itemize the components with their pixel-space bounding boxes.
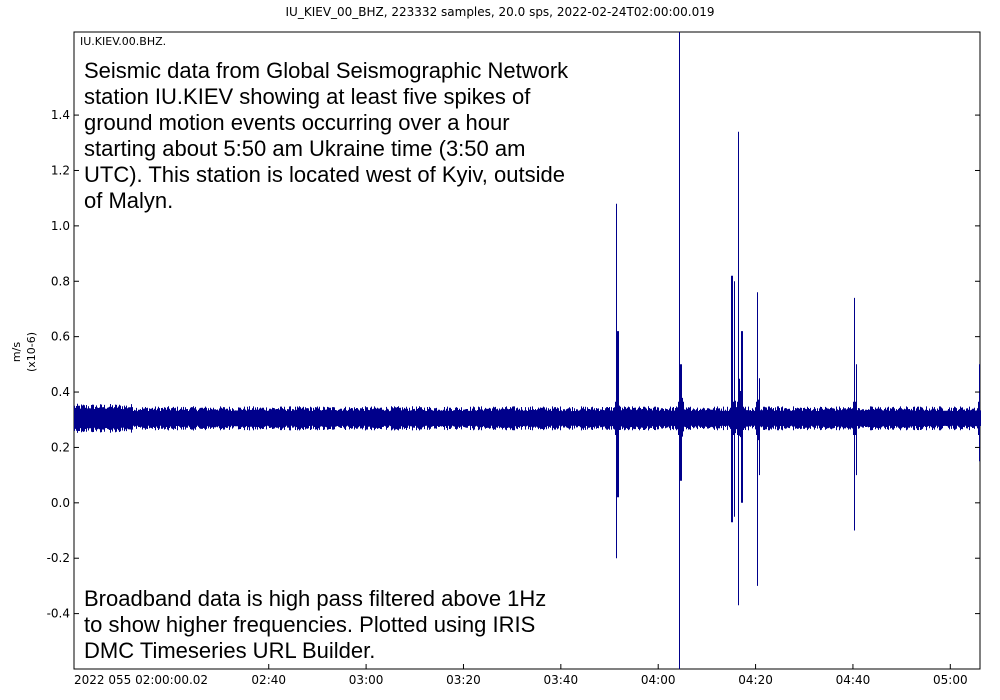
- y-tick-label: 0.4: [51, 385, 70, 399]
- y-tick-label: 1.4: [51, 108, 70, 122]
- y-axis-unit-label: (x10-6): [25, 332, 38, 372]
- y-tick-label: -0.2: [47, 551, 70, 565]
- chart-title: IU_KIEV_00_BHZ, 223332 samples, 20.0 sps…: [286, 5, 715, 19]
- x-tick-label: 2022 055 02:00:00.02: [74, 673, 208, 687]
- y-tick-label: 0.6: [51, 330, 70, 344]
- x-tick-label: 03:20: [446, 673, 481, 687]
- x-tick-label: 03:00: [349, 673, 384, 687]
- x-tick-label: 02:40: [251, 673, 286, 687]
- plot-frame: [73, 31, 981, 670]
- y-tick-label: 0.2: [51, 440, 70, 454]
- x-axis: 2022 055 02:00:00.02 02:40 03:00 03:20 03:40…: [73, 664, 968, 687]
- x-tick-label: 04:00: [641, 673, 676, 687]
- y-axis-label: m/s: [10, 342, 23, 362]
- station-label: IU.KIEV.00.BHZ.: [80, 35, 166, 48]
- y-axis: -0.4 -0.2 0.0 0.2 0.4 0.6 0.8 1.0 1.2 1.4: [47, 108, 980, 621]
- y-tick-label: 0.0: [51, 496, 70, 510]
- y-tick-label: 1.2: [51, 163, 70, 177]
- seismic-trace-path: [74, 32, 981, 669]
- x-tick-label: 05:00: [933, 673, 968, 687]
- x-tick-label: 04:40: [836, 673, 871, 687]
- y-tick-label: -0.4: [47, 607, 70, 621]
- annotation-processing-note: Broadband data is high pass filtered abo…: [84, 586, 547, 663]
- x-tick-label: 04:20: [738, 673, 773, 687]
- y-tick-label: 1.0: [51, 219, 70, 233]
- x-tick-label: 03:40: [544, 673, 579, 687]
- seismic-trace: [74, 32, 981, 669]
- annotation-description: Seismic data from Global Seismographic N…: [84, 58, 569, 213]
- y-tick-label: 0.8: [51, 274, 70, 288]
